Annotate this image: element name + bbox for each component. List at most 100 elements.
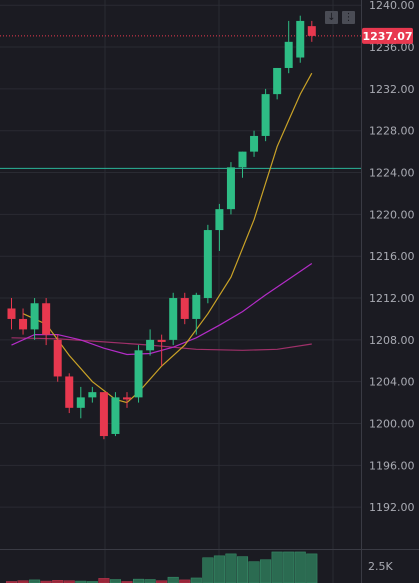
volume-bar: [121, 581, 133, 583]
candle-body: [111, 397, 120, 434]
candle-body: [169, 298, 178, 340]
volume-bar: [283, 551, 295, 583]
candle-body: [192, 294, 201, 319]
candle-body: [65, 376, 74, 408]
candle-body: [88, 392, 97, 398]
candle-up: [261, 88, 270, 142]
candle-body: [261, 94, 270, 136]
volume-bar: [75, 580, 87, 583]
volume-bar: [63, 580, 75, 583]
candle-body: [226, 167, 235, 210]
candle-up: [226, 162, 235, 215]
price-tick-label: 1208.00: [369, 334, 415, 347]
volume-bar: [156, 580, 168, 583]
volume-bar: [248, 561, 260, 583]
candle-body: [180, 298, 189, 319]
candle-down: [123, 392, 131, 408]
candle-body: [76, 397, 85, 408]
price-tick-label: 1232.00: [369, 83, 415, 96]
candle-up: [146, 329, 155, 356]
volume-bar: [98, 578, 110, 583]
candle-up: [76, 386, 85, 419]
candle-up: [284, 20, 293, 74]
price-tick-label: 1192.00: [369, 501, 415, 514]
candle-up: [296, 15, 305, 63]
candle-down: [157, 334, 166, 366]
last-price-badge: 1237.07: [362, 27, 413, 44]
volume-bar: [133, 578, 145, 583]
volume-bar: [225, 553, 237, 583]
candle-down: [7, 298, 16, 330]
candle-body: [134, 350, 143, 398]
candle-body: [215, 209, 224, 231]
price-tick-label: 1228.00: [369, 125, 415, 138]
volume-bar: [236, 556, 249, 583]
candle-up: [88, 386, 97, 403]
candle-body: [7, 308, 16, 319]
candle-up: [273, 67, 282, 100]
candle-body: [238, 151, 247, 168]
price-tick-label: 1216.00: [369, 250, 415, 263]
candle-body: [273, 67, 282, 95]
price-tick-label: 1204.00: [369, 376, 415, 389]
volume-bar: [167, 576, 179, 583]
candle-body: [307, 26, 316, 36]
candle-down: [307, 20, 316, 42]
volume-bar: [5, 581, 18, 583]
price-tick-label: 1220.00: [369, 208, 415, 221]
candle-body: [157, 339, 166, 342]
candle-up: [192, 292, 201, 335]
volume-bar: [109, 579, 121, 583]
candle-down: [42, 298, 51, 346]
candles: [7, 15, 316, 440]
price-tick-label: 1200.00: [369, 418, 415, 431]
price-tick-label: 1236.00: [369, 41, 415, 54]
volume-bar: [17, 580, 29, 583]
candle-up: [134, 345, 143, 403]
candle-body: [146, 339, 155, 351]
candle-up: [111, 392, 120, 437]
candle-body: [19, 318, 28, 330]
candle-body: [30, 303, 39, 330]
candle-body: [99, 392, 108, 437]
candle-up: [169, 292, 178, 346]
candle-down: [53, 334, 62, 382]
candle-up: [215, 203, 224, 251]
candle-body: [203, 230, 212, 299]
arrow-down-icon[interactable]: ↓: [325, 11, 338, 24]
last-price-value: 1237.07: [362, 30, 412, 43]
last-price-badge-bg: [362, 27, 413, 44]
volume-bar: [294, 551, 306, 583]
candle-body: [296, 20, 305, 58]
candle-up: [30, 298, 39, 340]
price-tick-label: 1212.00: [369, 292, 415, 305]
price-tick-label: 1196.00: [369, 459, 415, 472]
volume-bar: [260, 559, 272, 583]
candle-body: [53, 339, 62, 377]
volume-bar: [40, 580, 52, 583]
candle-body: [284, 41, 293, 68]
volume-bar: [213, 555, 225, 583]
candle-down: [180, 292, 189, 325]
price-tick-label: 1224.00: [369, 167, 415, 180]
price-tick-label: 1240.00: [369, 0, 415, 12]
candle-up: [250, 130, 259, 157]
volume-bar: [86, 581, 98, 583]
candle-down: [99, 392, 108, 440]
more-vertical-icon[interactable]: ⋮: [342, 11, 355, 24]
volume-bar: [144, 579, 156, 583]
candle-down: [19, 308, 28, 335]
volume-bar: [190, 577, 202, 583]
price-axis-panel[interactable]: [361, 0, 419, 583]
candle-body: [250, 135, 259, 152]
candle-up: [238, 151, 247, 178]
volume-axis-label: 2.5K: [368, 560, 393, 573]
volume-bars: [5, 551, 318, 583]
volume-bar: [271, 551, 283, 583]
candle-up: [203, 224, 212, 304]
price-axis-labels: 1240.00 1236.00 1232.00 1228.00 1224.00 1220.…: [369, 0, 415, 514]
volume-bar: [202, 557, 214, 583]
ma-fast-line: [22, 72, 313, 404]
candle-body: [42, 303, 51, 335]
